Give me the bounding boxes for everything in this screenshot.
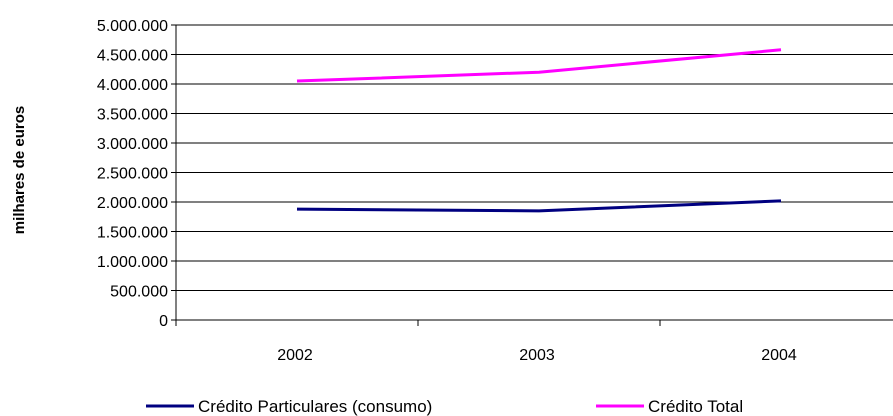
y-tick-label: 2.500.000 xyxy=(97,166,168,183)
gridlines xyxy=(176,24,893,291)
series-lines xyxy=(296,48,782,213)
x-tick-labels: 2002 2003 2004 xyxy=(277,347,797,364)
y-tick-label: 0 xyxy=(159,313,168,330)
x-tick-label: 2002 xyxy=(277,347,313,364)
y-tick-label: 4.000.000 xyxy=(97,77,168,94)
y-tick-label: 3.000.000 xyxy=(97,136,168,153)
legend-label: Crédito Particulares (consumo) xyxy=(198,397,432,416)
series-line-1 xyxy=(296,199,782,213)
axes xyxy=(171,24,893,326)
y-axis-title: milhares de euros xyxy=(11,106,28,234)
y-tick-label: 5.000.000 xyxy=(97,18,168,35)
y-tick-label: 1.000.000 xyxy=(97,254,168,271)
legend-label: Crédito Total xyxy=(648,397,743,416)
legend: Crédito Particulares (consumo) Crédito To… xyxy=(146,397,743,416)
y-tick-label: 500.000 xyxy=(110,284,168,301)
x-tick-label: 2003 xyxy=(519,347,555,364)
y-tick-label: 4.500.000 xyxy=(97,48,168,65)
x-tick-label: 2004 xyxy=(761,347,797,364)
y-tick-labels: 0 500.000 1.000.000 1.500.000 2.000.000 2.500… xyxy=(97,18,168,330)
y-tick-label: 2.000.000 xyxy=(97,195,168,212)
series-line-2 xyxy=(296,48,782,83)
y-tick-label: 1.500.000 xyxy=(97,225,168,242)
y-tick-label: 3.500.000 xyxy=(97,107,168,124)
